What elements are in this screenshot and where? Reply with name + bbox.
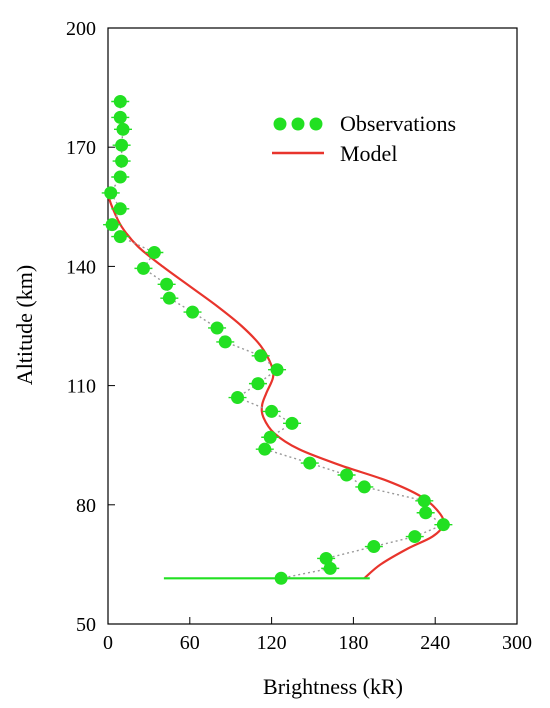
- observation-point: [408, 530, 422, 544]
- x-tick-label: 120: [257, 632, 287, 654]
- y-tick-label: 110: [67, 376, 96, 398]
- observation-point: [113, 95, 127, 109]
- observation-point: [113, 230, 127, 244]
- observation-point: [436, 518, 450, 532]
- x-tick-label: 0: [103, 632, 113, 654]
- observation-point: [270, 363, 284, 377]
- observation-point: [113, 202, 127, 216]
- observation-point: [210, 321, 224, 335]
- legend-observations-label: Observations: [340, 111, 456, 136]
- legend-observations-marker: [273, 117, 287, 131]
- observations-layer: [101, 95, 453, 585]
- x-tick-label: 180: [338, 632, 368, 654]
- observation-point: [160, 277, 174, 291]
- observation-point: [357, 480, 371, 494]
- observation-point: [265, 404, 279, 418]
- x-tick-label: 240: [420, 632, 450, 654]
- observation-point: [147, 245, 161, 259]
- y-axis-label: Altitude (km): [12, 265, 37, 385]
- plot-area: [107, 27, 518, 625]
- observation-point: [274, 571, 288, 585]
- y-tick-label: 140: [66, 256, 96, 278]
- plot-frame: [107, 27, 518, 625]
- observation-point: [323, 561, 337, 575]
- observation-point: [113, 110, 127, 124]
- observation-point: [218, 335, 232, 349]
- observation-point: [263, 430, 277, 444]
- observation-point: [258, 442, 272, 456]
- observation-point: [340, 468, 354, 482]
- y-tick-label: 50: [76, 614, 96, 636]
- observation-point: [104, 186, 118, 200]
- observation-point: [231, 391, 245, 405]
- observation-point: [186, 305, 200, 319]
- observation-point: [303, 456, 317, 470]
- observation-point: [367, 540, 381, 554]
- axis-ticks: 0 60 120 180 240 300 50 80 110 140 170 200: [66, 18, 532, 654]
- x-tick-label: 300: [502, 632, 532, 654]
- observation-point: [417, 494, 431, 508]
- observation-point: [162, 291, 176, 305]
- y-tick-label: 80: [76, 495, 96, 517]
- x-axis-label: Brightness (kR): [263, 674, 403, 699]
- observation-point: [115, 138, 129, 152]
- observation-point: [419, 506, 433, 520]
- observation-point: [113, 170, 127, 184]
- observation-point: [115, 154, 129, 168]
- observation-point: [254, 349, 268, 363]
- observation-point: [105, 218, 119, 232]
- observation-point: [136, 261, 150, 275]
- y-tick-label: 200: [66, 18, 96, 40]
- observations-connector: [109, 101, 445, 579]
- legend-model-label: Model: [340, 141, 397, 166]
- observation-point: [251, 377, 265, 391]
- observation-point: [285, 416, 299, 430]
- observation-point: [319, 551, 333, 565]
- y-tick-label: 170: [66, 137, 96, 159]
- observation-point: [116, 122, 130, 136]
- legend-observations-marker: [291, 117, 305, 131]
- legend-observations-marker: [309, 117, 323, 131]
- legend: Observations Model: [272, 111, 456, 166]
- x-tick-label: 60: [180, 632, 200, 654]
